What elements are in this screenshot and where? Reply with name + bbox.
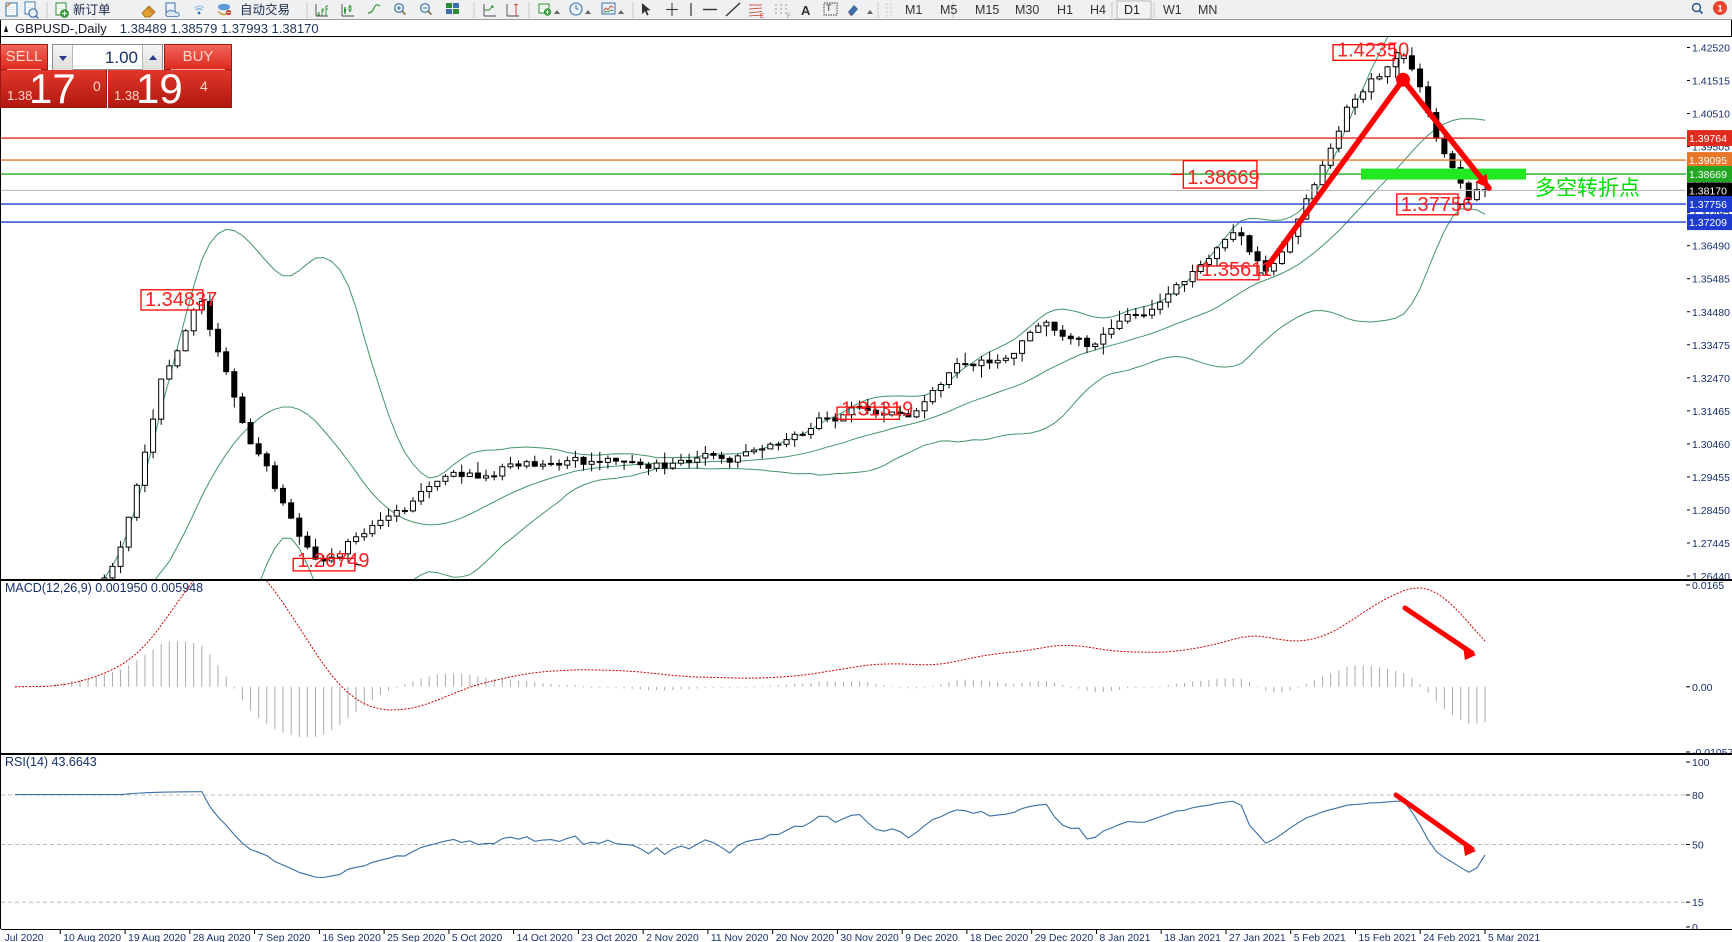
svg-text:MACD(12,26,9) 0.001950 0.00594: MACD(12,26,9) 0.001950 0.005948 (5, 581, 203, 595)
svg-text:5 Oct 2020: 5 Oct 2020 (452, 933, 503, 942)
svg-text:M15: M15 (975, 3, 999, 17)
svg-text:1 Jul 2020: 1 Jul 2020 (1, 933, 44, 942)
svg-text:H1: H1 (1057, 3, 1073, 17)
svg-text:0.00: 0.00 (1692, 682, 1713, 694)
svg-text:M1: M1 (905, 3, 922, 17)
svg-text:10 Aug 2020: 10 Aug 2020 (63, 933, 121, 942)
svg-text:30 Nov 2020: 30 Nov 2020 (840, 933, 899, 942)
svg-text:50: 50 (1692, 840, 1704, 852)
svg-text:1.31319: 1.31319 (841, 398, 913, 420)
svg-text:T: T (826, 3, 832, 13)
svg-text:H4: H4 (1090, 3, 1106, 17)
svg-text:18 Dec 2020: 18 Dec 2020 (970, 933, 1029, 942)
svg-text:24 Feb 2021: 24 Feb 2021 (1423, 933, 1481, 942)
svg-text:RSI(14) 43.6643: RSI(14) 43.6643 (5, 755, 97, 769)
svg-text:11 Nov 2020: 11 Nov 2020 (711, 933, 769, 942)
svg-text:1.42350: 1.42350 (1337, 39, 1409, 61)
svg-text:100: 100 (1692, 757, 1710, 769)
svg-text:新订单: 新订单 (73, 2, 111, 17)
svg-text:18 Jan 2021: 18 Jan 2021 (1164, 933, 1221, 942)
svg-text:1.38669: 1.38669 (1187, 167, 1259, 189)
svg-text:9 Dec 2020: 9 Dec 2020 (905, 933, 958, 942)
svg-text:2 Nov 2020: 2 Nov 2020 (646, 933, 699, 942)
svg-text:15 Feb 2021: 15 Feb 2021 (1359, 933, 1417, 942)
svg-text:27 Jan 2021: 27 Jan 2021 (1229, 933, 1286, 942)
svg-text:MN: MN (1198, 3, 1217, 17)
svg-text:5 Feb 2021: 5 Feb 2021 (1294, 933, 1346, 942)
svg-text:多空转折点: 多空转折点 (1535, 177, 1640, 200)
svg-text:M5: M5 (940, 3, 957, 17)
svg-text:16 Sep 2020: 16 Sep 2020 (322, 933, 381, 942)
svg-text:M30: M30 (1015, 3, 1039, 17)
svg-text:1.35611: 1.35611 (1201, 259, 1272, 281)
svg-text:14 Oct 2020: 14 Oct 2020 (517, 933, 573, 942)
svg-text:5 Mar 2021: 5 Mar 2021 (1488, 933, 1540, 942)
svg-text:1: 1 (1717, 4, 1722, 14)
svg-text:自动交易: 自动交易 (240, 2, 290, 17)
svg-text:20 Nov 2020: 20 Nov 2020 (776, 933, 835, 942)
svg-text:25 Sep 2020: 25 Sep 2020 (387, 933, 446, 942)
svg-text:0.0165: 0.0165 (1692, 581, 1724, 592)
svg-text:7 Sep 2020: 7 Sep 2020 (258, 933, 311, 942)
svg-text:28 Aug 2020: 28 Aug 2020 (193, 933, 251, 942)
svg-text:A: A (801, 3, 811, 18)
svg-text:15: 15 (1692, 897, 1704, 909)
svg-text:23 Oct 2020: 23 Oct 2020 (581, 933, 637, 942)
svg-text:29 Dec 2020: 29 Dec 2020 (1035, 933, 1094, 942)
svg-text:1.26749: 1.26749 (297, 550, 369, 572)
svg-text:D1: D1 (1124, 3, 1140, 17)
svg-text:19 Aug 2020: 19 Aug 2020 (128, 933, 186, 942)
svg-text:80: 80 (1692, 790, 1704, 802)
svg-text:W1: W1 (1163, 3, 1182, 17)
svg-text:8 Jan 2021: 8 Jan 2021 (1100, 933, 1151, 942)
